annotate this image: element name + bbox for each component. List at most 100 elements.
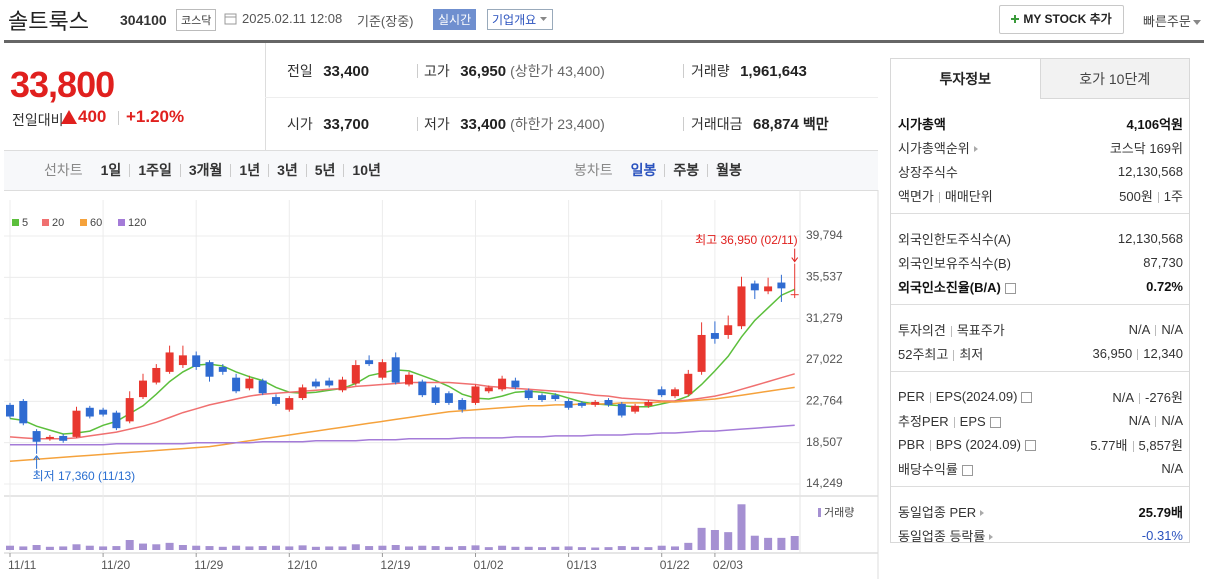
summary-item: 거래대금 68,874 백만 — [691, 114, 829, 134]
candle-body — [218, 367, 227, 372]
info-label: 배당수익률 — [898, 459, 973, 478]
period-tab[interactable]: 월봉 — [707, 163, 750, 177]
legend-label: 60 — [90, 217, 102, 229]
my-stock-text: MY STOCK 추가 — [1023, 12, 1112, 26]
info-label-part: EPS(2024.09) — [935, 388, 1018, 404]
change-value: 400 — [78, 107, 107, 126]
period-tab[interactable]: 3년 — [268, 163, 306, 177]
volume-bar — [418, 545, 427, 550]
realtime-button[interactable]: 실시간 — [433, 9, 477, 30]
info-label-part: BPS (2024.09) — [935, 436, 1022, 452]
candle-body — [112, 412, 121, 429]
legend-swatch — [118, 219, 125, 226]
info-label-part: 외국인한도주식수(A) — [898, 231, 1012, 247]
info-row: 52주최고 최저 36,950 12,340 — [898, 341, 1183, 365]
volume-bar — [710, 530, 719, 550]
y-tick-label: 14,249 — [806, 476, 843, 490]
volume-bar — [684, 542, 693, 550]
x-tick-label: 01/02 — [474, 558, 504, 572]
summary-item: 시가 33,700 — [287, 114, 369, 134]
annotation-arrowhead — [33, 454, 40, 461]
legend-label: 20 — [52, 217, 64, 229]
candle-body — [418, 381, 427, 396]
stock-name: 솔트룩스 — [8, 9, 89, 34]
help-icon[interactable] — [989, 416, 1001, 428]
candle-body — [19, 400, 28, 424]
candle-body — [538, 395, 546, 401]
candle-body — [85, 407, 94, 417]
volume-bar — [644, 547, 653, 550]
invest-panel: 투자정보 호가 10단계 시가총액 4,106억원 시가총액순위 코스닥 169위 상장주… — [890, 58, 1190, 544]
info-label-part: 52주최고 — [898, 346, 949, 362]
info-row: PER EPS(2024.09) N/A -276원 — [898, 384, 1183, 408]
summary-label: 고가 — [424, 63, 450, 79]
volume-bar — [471, 545, 480, 550]
period-tab[interactable]: 1주일 — [129, 163, 180, 177]
period-tab[interactable]: 3개월 — [179, 163, 231, 177]
info-label: 추정PER EPS — [898, 411, 1001, 430]
summary-label: 전일 — [287, 63, 313, 79]
volume-bar — [484, 547, 493, 550]
help-icon[interactable] — [961, 464, 973, 476]
up-triangle — [61, 110, 77, 124]
candle-body — [631, 405, 640, 412]
legend-swatch — [42, 219, 49, 226]
info-label-part: PBR — [898, 436, 925, 452]
period-tab[interactable]: 주봉 — [664, 163, 707, 177]
info-value-part: 5.77배 — [1090, 437, 1128, 453]
period-tab[interactable]: 일봉 — [630, 161, 657, 178]
info-group: 시가총액 4,106억원 시가총액순위 코스닥 169위 상장주식수 12,130,568… — [891, 99, 1189, 214]
volume-bar — [591, 547, 600, 550]
tab-group-label: 선차트 — [44, 161, 83, 178]
info-row: 투자의견 목표주가 N/A N/A — [898, 317, 1183, 341]
quick-order[interactable]: 빠른주문 — [1143, 11, 1202, 30]
candle-body — [750, 283, 759, 291]
period-tab[interactable]: 1일 — [100, 161, 122, 178]
candle-body — [165, 352, 174, 372]
candle-body — [498, 378, 507, 390]
help-icon[interactable] — [1025, 439, 1037, 451]
candle-body — [684, 373, 693, 395]
legend-label: 120 — [128, 217, 146, 229]
info-value-part: N/A — [1128, 412, 1151, 428]
info-group: 투자의견 목표주가 N/A N/A 52주최고 최저 36,950 12,340 — [891, 305, 1189, 372]
period-tab[interactable]: 10년 — [343, 163, 388, 177]
volume-bar — [85, 545, 94, 550]
info-label-part: 시가총액 — [898, 116, 946, 132]
panel-tab[interactable]: 호가 10단계 — [1039, 59, 1189, 99]
volume-bar — [245, 546, 254, 550]
volume-bar — [19, 546, 28, 550]
volume-bar — [351, 544, 360, 550]
volume-bar — [152, 544, 161, 550]
info-value: 12,130,568 — [1118, 231, 1183, 246]
candle-body — [59, 435, 68, 441]
volume-bar — [298, 545, 307, 550]
volume-bar — [112, 546, 121, 550]
divider — [265, 43, 266, 150]
help-icon[interactable] — [1021, 391, 1033, 403]
panel-tab[interactable]: 투자정보 — [891, 59, 1040, 99]
summary-item: 고가 36,950 (상한가 43,400) — [424, 61, 605, 81]
candle-body — [790, 294, 799, 296]
info-value-part: -0.31% — [1141, 527, 1183, 543]
y-tick-label: 22,764 — [806, 394, 843, 408]
chart: 14,249 18,507 22,764 27,022 31,279 35,537 39,7… — [4, 190, 879, 579]
calendar-icon — [224, 13, 237, 25]
separator — [950, 325, 952, 337]
period-tab[interactable]: 1년 — [230, 163, 268, 177]
company-info-button[interactable]: 기업개요 — [487, 9, 554, 30]
help-icon[interactable] — [1004, 282, 1016, 294]
legend-label: 거래량 — [824, 506, 854, 519]
info-value: 500원 1주 — [1119, 186, 1183, 205]
candle-body — [391, 357, 400, 383]
period-tab[interactable]: 5년 — [305, 163, 344, 177]
info-value-part: 25.79배 — [1138, 504, 1184, 520]
my-stock-button[interactable]: MY STOCK 추가 — [999, 5, 1124, 34]
candle-body — [45, 436, 54, 439]
info-value-part: 12,130,568 — [1117, 163, 1183, 179]
volume-bar — [577, 547, 586, 550]
info-value-part: N/A — [1161, 412, 1183, 428]
info-label: PBR BPS (2024.09) — [898, 436, 1037, 452]
legend-swatch — [818, 508, 821, 517]
